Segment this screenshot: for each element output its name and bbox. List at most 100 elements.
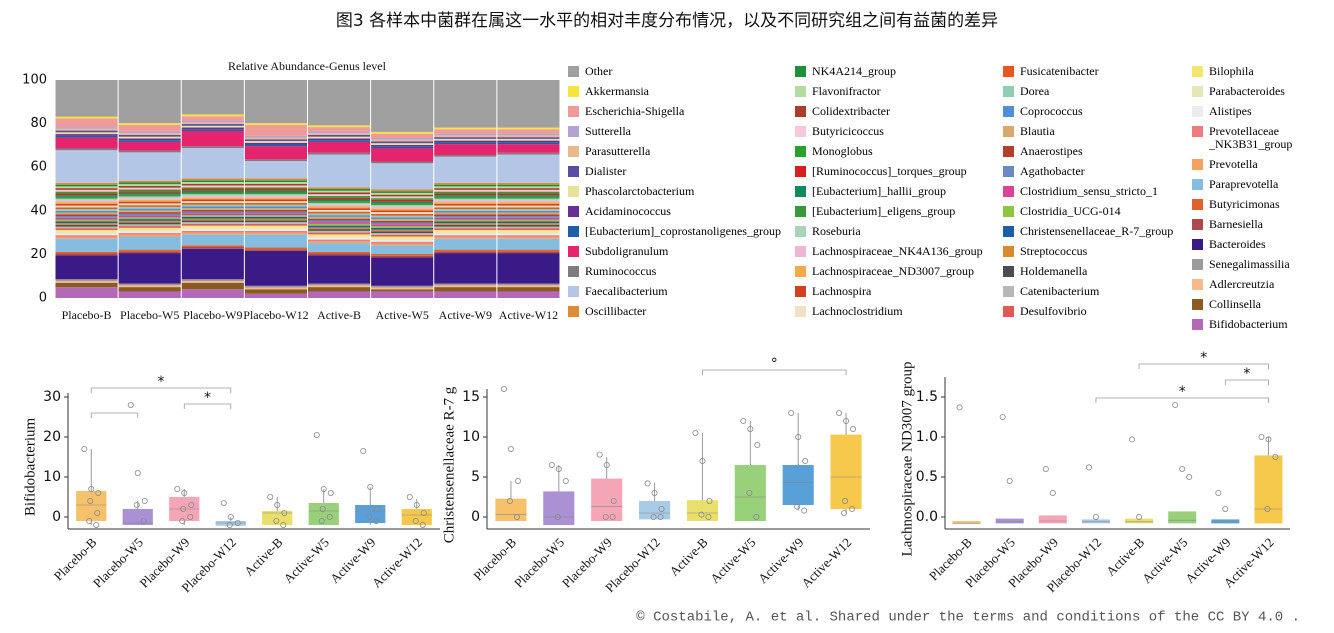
- bar-segment: [244, 229, 307, 231]
- bar-segment: [118, 140, 181, 142]
- bar-segment: [181, 213, 244, 216]
- bar-segment: [55, 235, 118, 237]
- bar-segment: [371, 137, 434, 140]
- box: [1254, 455, 1283, 524]
- bar-segment: [434, 129, 497, 134]
- bar-segment: [244, 223, 307, 226]
- bar-segment: [55, 236, 118, 239]
- box: [995, 518, 1024, 524]
- bar-segment: [371, 243, 434, 246]
- point: [220, 499, 227, 506]
- legend-label: Lachnospiraceae_NK4A136_group: [812, 244, 983, 258]
- legend-item: Prevotellaceae _NK3B31_group: [1190, 122, 1320, 155]
- bar-segment: [497, 205, 560, 208]
- legend-label: Faecalibacterium: [585, 284, 668, 298]
- point: [179, 518, 186, 525]
- point: [174, 485, 181, 492]
- point: [95, 489, 102, 496]
- legend-label: Adlercreutzia: [1209, 277, 1275, 291]
- bar-segment: [497, 135, 560, 138]
- bar-segment: [181, 180, 244, 183]
- point: [1179, 465, 1186, 472]
- bar-segment: [497, 287, 560, 292]
- bar-segment: [434, 236, 497, 239]
- bar-segment: [497, 188, 560, 190]
- legend-label: Collinsella: [1209, 297, 1261, 311]
- bar-segment: [371, 210, 434, 213]
- legend-label: Agathobacter: [1020, 164, 1085, 178]
- bar-segment: [118, 201, 181, 204]
- bar-segment: [371, 133, 434, 138]
- bar-segment: [434, 200, 497, 203]
- bar-segment: [118, 224, 181, 227]
- bar-segment: [497, 236, 560, 239]
- bar-segment: [118, 191, 181, 193]
- bar-segment: [118, 138, 181, 141]
- point: [1042, 465, 1049, 472]
- y-tick-label: 80: [30, 116, 47, 131]
- legend-swatch: [568, 106, 579, 117]
- x-tick-label: Placebo-W5: [511, 535, 567, 591]
- point: [127, 401, 134, 408]
- bar-segment: [497, 231, 560, 234]
- x-tick-label: Active-W12: [798, 535, 854, 591]
- bar-segment: [434, 144, 497, 155]
- bar-segment: [181, 194, 244, 196]
- legend-column: Fusicatenibacter Dorea Coprococcus Blautia A…: [1001, 62, 1190, 335]
- bar-segment: [118, 131, 181, 134]
- bar-segment: [244, 225, 307, 228]
- bar-segment: [497, 283, 560, 286]
- point: [420, 509, 427, 516]
- bar-segment: [118, 198, 181, 200]
- point: [318, 518, 325, 525]
- bar-segment: [497, 152, 560, 155]
- bar-segment: [181, 125, 244, 128]
- bar-segment: [371, 163, 434, 190]
- bar-segment: [308, 229, 371, 231]
- bar-segment: [118, 253, 181, 284]
- bar-segment: [118, 192, 181, 195]
- y-axis-label: Christensenellaceae R-7 g: [441, 386, 457, 543]
- bar-segment: [371, 143, 434, 145]
- bar-segment: [308, 202, 371, 205]
- bar-segment: [308, 138, 371, 141]
- bar-segment: [371, 201, 434, 204]
- bar-segment: [497, 137, 560, 139]
- bar-segment: [308, 223, 371, 226]
- bar-segment: [118, 213, 181, 216]
- bar-segment: [181, 216, 244, 219]
- legend-label: Dorea: [1020, 84, 1050, 98]
- bar-segment: [181, 282, 244, 290]
- bar-segment: [55, 196, 118, 199]
- bar-segment: [181, 232, 244, 235]
- bar-segment: [497, 291, 560, 298]
- bar-segment: [308, 127, 371, 132]
- legend-item: Bacteroides: [1190, 235, 1320, 255]
- bar-segment: [371, 141, 434, 144]
- bar-segment: [308, 232, 371, 235]
- box: [355, 505, 386, 523]
- point: [506, 497, 513, 504]
- y-tick-label: 5: [471, 469, 480, 485]
- bar-segment: [181, 211, 244, 214]
- bar-segment: [118, 206, 181, 209]
- point: [187, 514, 194, 521]
- box: [734, 465, 766, 521]
- legend-label: Lachnoclostridium: [812, 304, 903, 318]
- bar-segment: [308, 125, 371, 128]
- significance-bracket: [183, 403, 232, 409]
- bar-segment: [308, 291, 371, 298]
- bar-segment: [308, 140, 371, 142]
- bar-segment: [55, 195, 118, 197]
- x-tick-label: Placebo-W9: [183, 308, 242, 322]
- legend-item: Lachnoclostridium: [793, 302, 1001, 322]
- bar-segment: [118, 249, 181, 252]
- legend-swatch: [1192, 319, 1203, 330]
- bar-segment: [55, 217, 118, 220]
- bar-segment: [308, 243, 371, 252]
- bar-segment: [181, 199, 244, 202]
- bar-segment: [244, 249, 307, 251]
- bar-segment: [371, 285, 434, 288]
- legend-swatch: [795, 126, 806, 137]
